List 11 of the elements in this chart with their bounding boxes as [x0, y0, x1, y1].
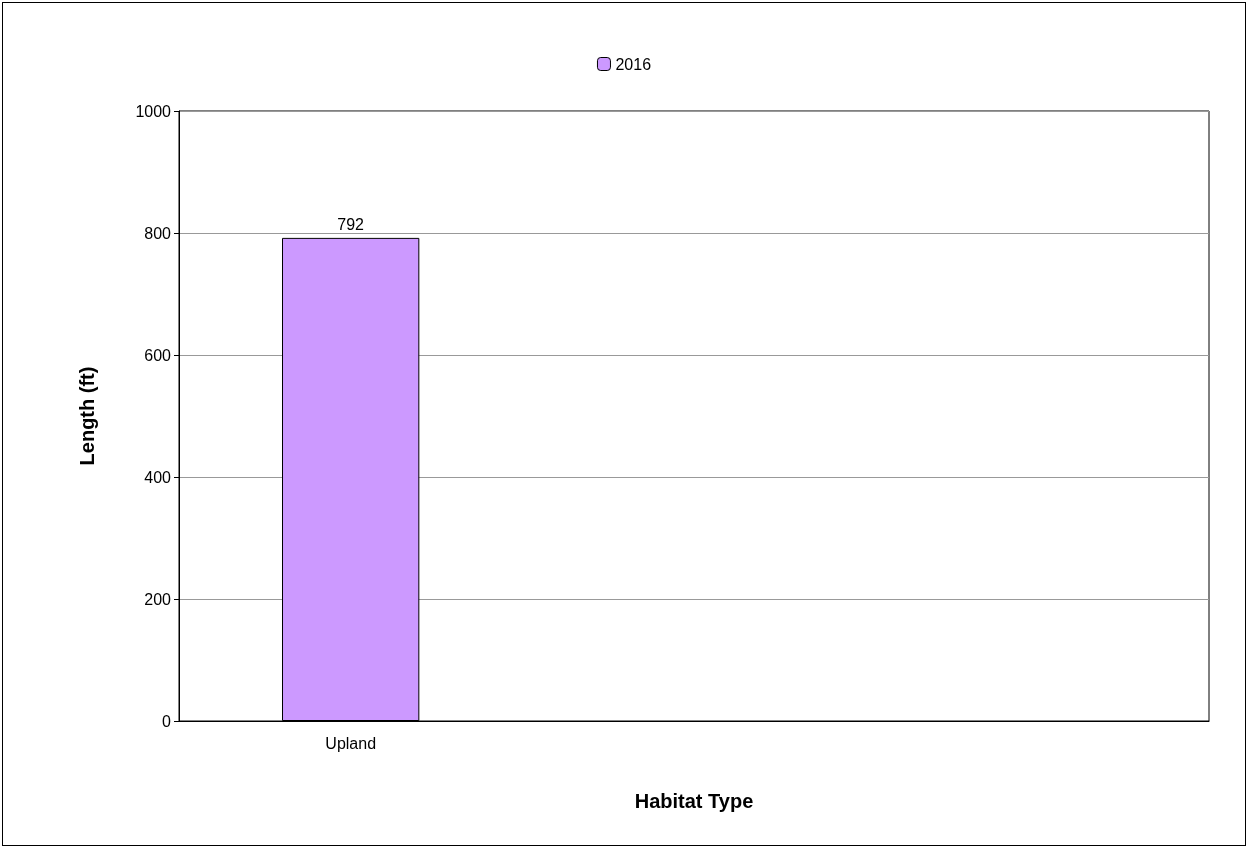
- y-tick-label: 0: [162, 712, 172, 730]
- y-tick-label: 800: [144, 224, 172, 242]
- x-tick-label: Upland: [325, 734, 377, 752]
- y-tick-label: 400: [144, 468, 172, 486]
- y-tick-label: 200: [144, 590, 172, 608]
- x-axis-title: Habitat Type: [634, 790, 754, 812]
- data-label: 792: [337, 216, 365, 234]
- legend-label: 2016: [615, 55, 652, 73]
- y-axis-title: Length (ft): [76, 366, 98, 466]
- y-tick-label: 1000: [135, 102, 172, 120]
- y-tick-label: 600: [144, 346, 172, 364]
